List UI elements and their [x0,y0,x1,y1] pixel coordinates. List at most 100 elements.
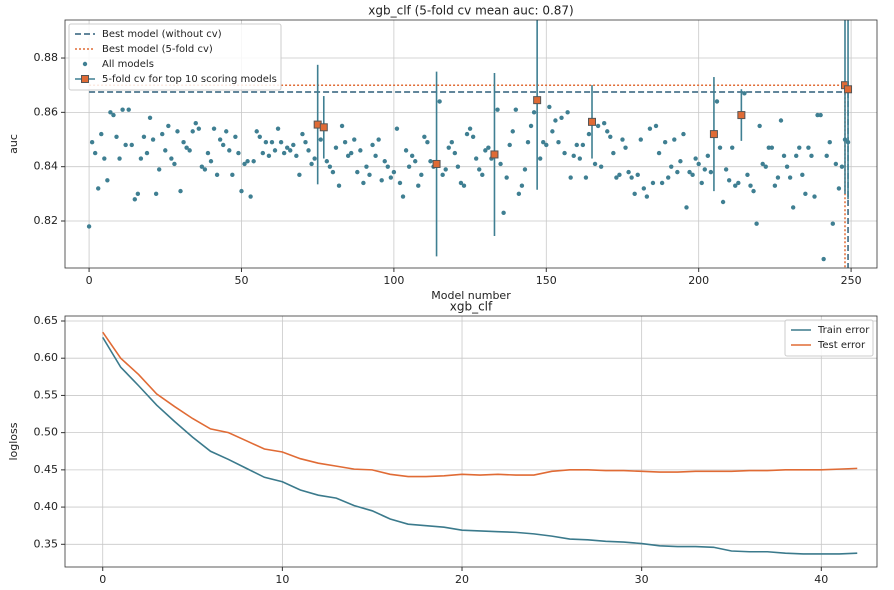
x-tick-label: 40 [814,573,828,586]
point [699,180,704,186]
point [550,129,555,134]
x-tick-label: 0 [86,274,93,287]
point [714,99,720,104]
point [224,129,229,134]
point [473,156,479,161]
point [638,137,643,142]
x-tick-label: 30 [635,573,649,586]
point [285,145,290,150]
point [181,140,186,145]
point [629,175,634,180]
point [574,142,579,148]
point [815,112,820,118]
point [781,153,787,159]
y-tick-label: 0.86 [34,105,59,118]
y-axis-label: auc [7,134,20,154]
point [379,178,384,183]
point [269,140,275,145]
point [403,148,409,153]
point [345,153,351,159]
point [656,150,662,156]
point [275,126,281,131]
y-tick-label: 0.55 [34,388,59,401]
point [153,191,159,197]
cv-marker [490,150,499,159]
point [281,150,287,156]
point [199,164,205,169]
point [754,221,759,226]
point [730,145,735,150]
point [156,167,162,172]
point [349,150,354,156]
point [836,186,842,191]
point [318,137,323,142]
series-line [102,336,858,555]
cv-marker [588,117,597,126]
x-tick-label: 0 [99,573,106,586]
point [187,148,192,153]
point [766,145,771,150]
point [373,153,378,159]
point [647,126,653,131]
point [522,167,528,172]
x-tick-label: 50 [234,274,248,287]
point [102,156,107,161]
point [160,131,165,137]
point [556,140,561,145]
point [193,121,198,126]
chart-title: xgb_clf (5-fold cv mean auc: 0.87) [368,4,573,18]
point [352,137,357,142]
point [342,140,348,145]
axes-frame [64,19,878,269]
point [553,118,558,123]
legend-label: Train error [817,325,870,336]
point [821,256,826,262]
point [690,172,695,178]
point [437,99,442,104]
point [105,178,110,183]
point [236,150,241,156]
point [294,153,299,159]
point [266,153,272,159]
y-tick-label: 0.88 [34,51,59,64]
point [790,205,796,210]
point [797,145,802,150]
point [455,164,461,169]
x-tick-label: 10 [275,573,289,586]
point [528,123,534,129]
point [394,126,400,131]
point [114,134,119,140]
point [723,167,729,172]
point [794,153,799,159]
point [675,169,680,175]
point [355,169,360,175]
point [251,159,256,164]
point [409,153,415,159]
point [769,145,775,150]
point [239,188,244,194]
x-tick-label: 250 [841,274,862,287]
point [312,156,317,161]
x-axis-label: Model number [431,289,511,302]
y-tick-label: 0.40 [34,500,59,513]
cv-marker [737,111,746,120]
point [190,129,195,134]
point [507,142,512,148]
point [696,161,701,167]
point [614,175,619,180]
point [684,205,689,210]
point [166,123,171,129]
point [772,183,778,188]
point [163,148,168,153]
point [632,191,637,197]
legend-swatch [81,75,89,83]
point [662,140,668,145]
legend-label: Best model (5-fold cv) [102,44,213,55]
point [608,134,613,140]
point [617,172,622,178]
point [419,172,424,178]
point [824,153,829,159]
point [580,142,586,148]
chart-title: xgb_clf [450,300,493,314]
point [693,156,698,161]
